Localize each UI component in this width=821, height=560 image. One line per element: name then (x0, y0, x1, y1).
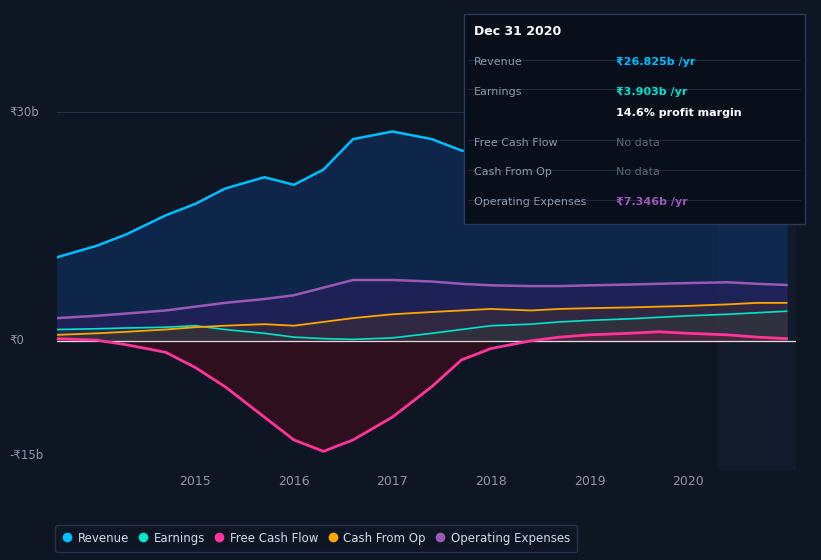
Text: 14.6% profit margin: 14.6% profit margin (616, 108, 741, 118)
Text: Cash From Op: Cash From Op (474, 167, 552, 178)
Text: ₹0: ₹0 (10, 334, 25, 347)
Text: No data: No data (616, 167, 659, 178)
Bar (718, 90, 796, 470)
Text: ₹7.346b /yr: ₹7.346b /yr (616, 197, 687, 207)
Legend: Revenue, Earnings, Free Cash Flow, Cash From Op, Operating Expenses: Revenue, Earnings, Free Cash Flow, Cash … (55, 525, 577, 552)
Text: Earnings: Earnings (474, 87, 522, 97)
Text: -₹15b: -₹15b (10, 449, 44, 461)
Text: Operating Expenses: Operating Expenses (474, 197, 586, 207)
Text: Revenue: Revenue (474, 57, 522, 67)
Text: No data: No data (616, 138, 659, 148)
Text: Dec 31 2020: Dec 31 2020 (474, 25, 561, 38)
Text: ₹26.825b /yr: ₹26.825b /yr (616, 57, 695, 67)
Text: ₹3.903b /yr: ₹3.903b /yr (616, 87, 687, 97)
Text: ₹30b: ₹30b (10, 106, 39, 119)
Text: Free Cash Flow: Free Cash Flow (474, 138, 557, 148)
